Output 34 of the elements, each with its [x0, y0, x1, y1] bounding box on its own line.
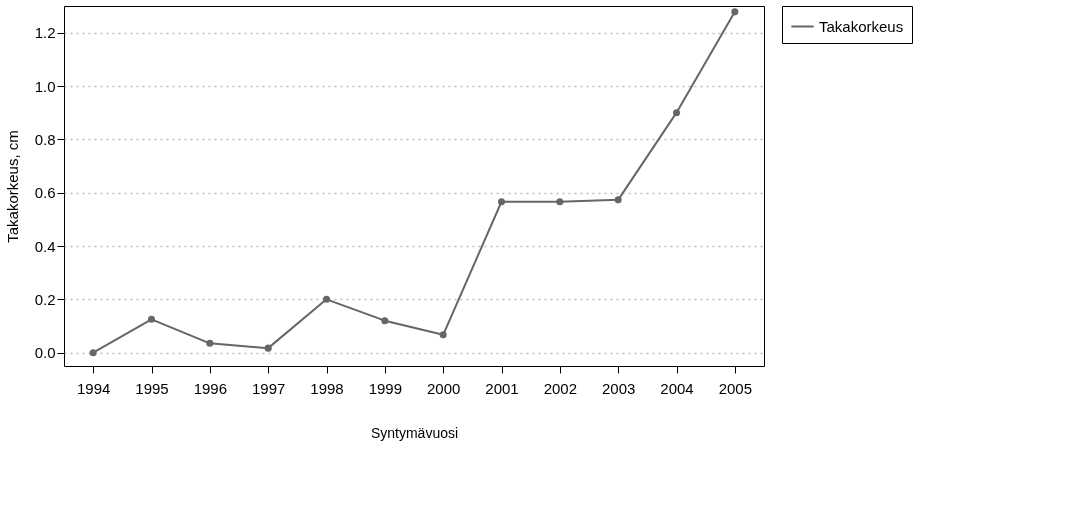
y-tick-label: 1.0 — [34, 77, 56, 95]
y-tick-label: 1.2 — [34, 24, 56, 42]
point — [89, 349, 97, 357]
point — [497, 198, 506, 206]
point — [439, 331, 447, 339]
x-tick-label: 2000 — [426, 379, 461, 397]
x-tick-label: 1998 — [310, 379, 344, 397]
y-tick-label: 0.2 — [34, 290, 56, 308]
y-tick-label: 0.0 — [34, 344, 56, 362]
point — [322, 295, 331, 303]
point — [672, 109, 681, 117]
x-tick-label: 2001 — [485, 379, 519, 397]
x-tick-label: 1999 — [368, 379, 403, 397]
x-tick-label: 1995 — [135, 379, 169, 397]
x-tick-label: 1997 — [251, 379, 286, 397]
x-tick-label: 2002 — [543, 379, 578, 397]
x-tick-label: 1996 — [193, 379, 228, 397]
x-tick-label: 2004 — [660, 379, 694, 397]
x-tick-label: 2003 — [601, 379, 636, 397]
legend-label: Takakorkeus — [819, 17, 904, 35]
y-tick-label: 0.6 — [34, 184, 56, 202]
y-tick-label: 0.8 — [34, 130, 56, 148]
point — [381, 317, 389, 325]
x-axis-title: Syntymävuosi — [370, 424, 459, 441]
y-axis-title: Takakorkeus, cm — [3, 130, 21, 243]
x-tick-label: 1994 — [76, 379, 111, 397]
point — [614, 196, 622, 204]
point — [731, 8, 739, 16]
point — [147, 315, 156, 323]
point — [264, 344, 272, 352]
y-tick-label: 0.4 — [34, 237, 56, 255]
x-tick-label: 2005 — [718, 379, 753, 397]
point — [206, 339, 214, 347]
point — [556, 198, 564, 206]
